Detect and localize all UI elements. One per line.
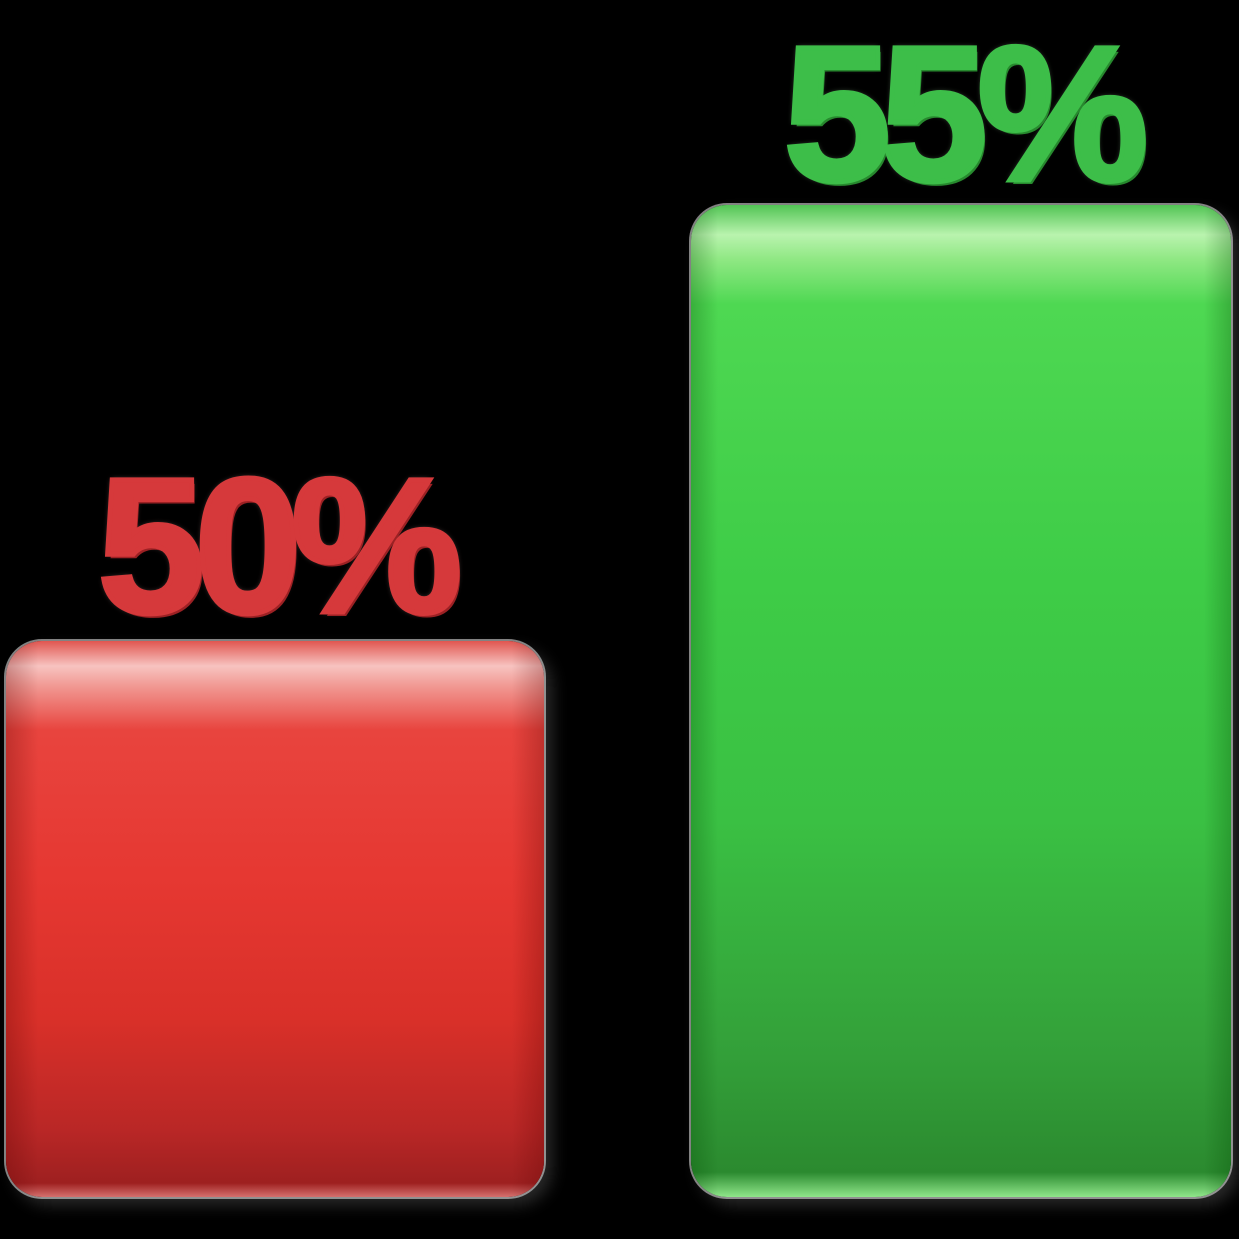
green-bar-value-label: 55% (781, 6, 1150, 221)
red-bar-value-label: 50% (95, 438, 464, 653)
green-bar (691, 205, 1231, 1197)
red-bar (6, 641, 544, 1197)
